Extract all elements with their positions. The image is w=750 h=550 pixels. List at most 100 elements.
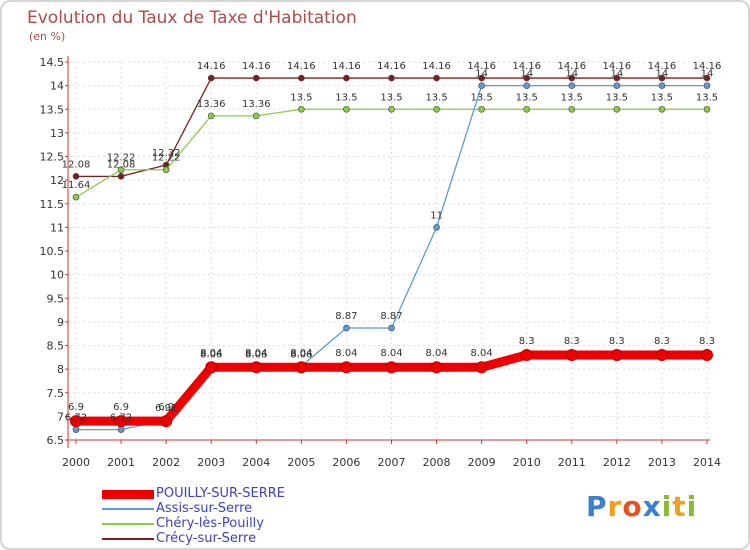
x-tick-label: 2014 [693,456,721,469]
data-point-assis-sur-serre [433,224,440,231]
data-label-pouilly-sur-serre: 8.3 [654,336,670,347]
data-label-crecy-sur-serre: 12.08 [107,159,136,170]
data-point-chery-les-pouilly [568,105,576,113]
data-point-chery-les-pouilly [298,105,305,113]
data-label-assis-sur-serre: 14 [656,69,669,80]
data-label-assis-sur-serre: 8.06 [200,349,222,360]
y-tick-label: 6.5 [47,434,65,447]
data-point-crecy-sur-serre [613,74,621,82]
data-label-chery-les-pouilly: 13.5 [561,92,583,103]
data-label-pouilly-sur-serre: 8.3 [564,336,580,347]
legend-swatch-crecy [102,538,154,540]
x-tick-label: 2005 [287,456,315,469]
data-point-chery-les-pouilly [613,105,621,113]
data-point-crecy-sur-serre [703,74,711,82]
y-tick-label: 14.5 [40,56,65,69]
data-label-pouilly-sur-serre: 6.9 [158,402,174,413]
data-point-crecy-sur-serre [478,74,485,82]
data-point-pouilly-sur-serre [115,415,128,428]
data-point-chery-les-pouilly [433,105,440,113]
data-label-chery-les-pouilly: 12.22 [107,153,136,164]
data-label-pouilly-sur-serre: 8.3 [609,336,625,347]
data-point-assis-sur-serre [478,82,485,89]
data-point-crecy-sur-serre [72,173,80,180]
data-point-crecy-sur-serre [658,74,666,82]
y-tick-label: 11.5 [40,198,65,211]
logo-letter: x [642,490,662,523]
legend-label-pouilly: POUILLY-SUR-SERRE [156,486,285,501]
data-point-chery-les-pouilly [478,105,485,113]
legend-swatch-pouilly [102,489,154,499]
y-tick-label: 13.5 [40,103,65,116]
legend: POUILLY-SUR-SERRE Assis-sur-Serre Chéry-… [102,486,362,546]
logo-letter: P [586,490,608,523]
data-label-crecy-sur-serre: 14.16 [603,61,632,72]
data-point-pouilly-sur-serre [430,361,443,374]
data-point-assis-sur-serre [117,426,125,433]
data-label-pouilly-sur-serre: 8.04 [425,348,447,359]
x-tick-label: 2012 [603,456,631,469]
x-tick-label: 2011 [558,456,586,469]
data-point-pouilly-sur-serre [250,361,263,374]
data-label-assis-sur-serre: 14 [701,69,714,80]
legend-item-crecy: Crécy-sur-Serre [102,531,362,546]
data-label-assis-sur-serre: 6.72 [110,413,132,424]
y-tick-label: 7.5 [47,387,65,400]
logo-letter: i [686,490,698,523]
x-tick-label: 2002 [152,456,180,469]
data-label-crecy-sur-serre: 14.16 [648,61,677,72]
x-tick-label: 2007 [378,456,406,469]
data-point-assis-sur-serre [72,426,80,433]
data-label-chery-les-pouilly: 13.5 [425,92,447,103]
proxiti-logo: Proxiti [586,490,697,523]
legend-item-pouilly: POUILLY-SUR-SERRE [102,486,362,501]
data-label-chery-les-pouilly: 11.64 [62,180,91,191]
y-tick-label: 8 [57,363,64,376]
data-label-crecy-sur-serre: 14.16 [242,61,271,72]
legend-item-assis: Assis-sur-Serre [102,501,362,516]
logo-letter: o [622,490,643,523]
y-tick-label: 12 [50,174,64,187]
data-label-chery-les-pouilly: 13.5 [290,92,312,103]
data-label-crecy-sur-serre: 14.16 [467,61,496,72]
y-tick-label: 9 [57,316,64,329]
data-point-chery-les-pouilly [343,105,350,113]
data-point-pouilly-sur-serre [205,361,218,374]
x-tick-label: 2013 [648,456,676,469]
data-label-assis-sur-serre: 11 [430,210,443,221]
logo-letter: r [607,490,623,523]
data-label-pouilly-sur-serre: 6.9 [68,402,84,413]
data-label-pouilly-sur-serre: 8.04 [290,348,312,359]
y-tick-label: 10 [50,269,64,282]
data-point-crecy-sur-serre [433,74,440,82]
data-point-assis-sur-serre [658,82,666,89]
data-label-crecy-sur-serre: 14.16 [287,61,316,72]
axes: 6.577.588.599.51010.51111.51212.51313.51… [40,56,721,469]
data-point-pouilly-sur-serre [295,361,308,374]
data-label-crecy-sur-serre: 14.16 [512,61,541,72]
y-tick-label: 14 [50,80,64,93]
data-point-pouilly-sur-serre [160,415,173,428]
x-tick-label: 2004 [242,456,270,469]
data-label-crecy-sur-serre: 12.08 [62,159,91,170]
data-label-assis-sur-serre: 14 [565,69,578,80]
data-label-assis-sur-serre: 14 [475,69,488,80]
data-label-pouilly-sur-serre: 8.3 [519,336,535,347]
data-point-chery-les-pouilly [388,105,395,113]
data-point-pouilly-sur-serre [475,361,488,374]
data-label-assis-sur-serre: 8.06 [290,349,312,360]
data-point-pouilly-sur-serre [340,361,353,374]
data-label-chery-les-pouilly: 13.36 [242,99,271,110]
data-point-pouilly-sur-serre [70,415,82,428]
data-label-crecy-sur-serre: 14.16 [693,61,722,72]
data-label-pouilly-sur-serre: 6.9 [113,402,129,413]
data-label-assis-sur-serre: 6.72 [65,413,87,424]
data-point-pouilly-sur-serre [655,348,668,361]
data-point-chery-les-pouilly [252,112,260,120]
data-point-crecy-sur-serre [207,74,215,82]
data-point-assis-sur-serre [523,82,531,89]
data-label-chery-les-pouilly: 13.5 [696,92,718,103]
data-point-crecy-sur-serre [298,74,305,82]
data-point-chery-les-pouilly [523,105,531,113]
